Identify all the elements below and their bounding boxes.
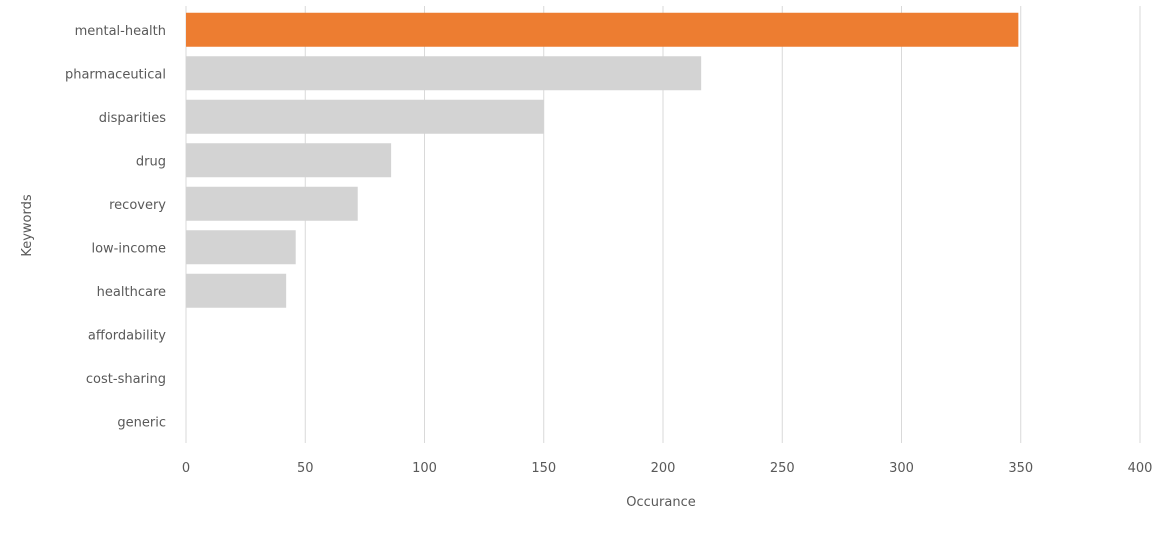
category-label-affordability: affordability xyxy=(88,328,166,343)
category-label-cost-sharing: cost-sharing xyxy=(86,372,166,387)
category-label-disparities: disparities xyxy=(99,111,167,126)
x-tick-label-50: 50 xyxy=(297,461,314,476)
y-axis-title: Keywords xyxy=(20,194,35,257)
x-tick-label-350: 350 xyxy=(1008,461,1033,476)
category-label-recovery: recovery xyxy=(109,198,166,213)
category-label-drug: drug xyxy=(136,154,166,169)
bar-drug xyxy=(186,143,392,178)
x-tick-label-150: 150 xyxy=(531,461,556,476)
bar-recovery xyxy=(186,186,358,221)
x-tick-labels: 0 50 100 150 200 250 300 350 400 xyxy=(182,461,1153,476)
category-label-healthcare: healthcare xyxy=(97,285,166,300)
category-label-generic: generic xyxy=(117,415,166,430)
x-tick-label-300: 300 xyxy=(889,461,914,476)
bar-pharmaceutical xyxy=(186,56,702,91)
bar-healthcare xyxy=(186,273,287,308)
category-label-pharmaceutical: pharmaceutical xyxy=(65,67,166,82)
category-label-low-income: low-income xyxy=(91,241,166,256)
x-axis-title: Occurance xyxy=(626,495,695,510)
x-tick-label-250: 250 xyxy=(770,461,795,476)
x-tick-label-200: 200 xyxy=(651,461,676,476)
category-labels: mental-health pharmaceutical disparities dr… xyxy=(65,24,166,431)
bar-low-income xyxy=(186,230,296,265)
x-tick-label-100: 100 xyxy=(412,461,437,476)
bars xyxy=(186,12,1019,308)
bar-disparities xyxy=(186,99,544,134)
bar-mental-health xyxy=(186,12,1019,47)
x-tick-label-0: 0 xyxy=(182,461,190,476)
x-tick-label-400: 400 xyxy=(1128,461,1153,476)
category-label-mental-health: mental-health xyxy=(75,24,166,39)
